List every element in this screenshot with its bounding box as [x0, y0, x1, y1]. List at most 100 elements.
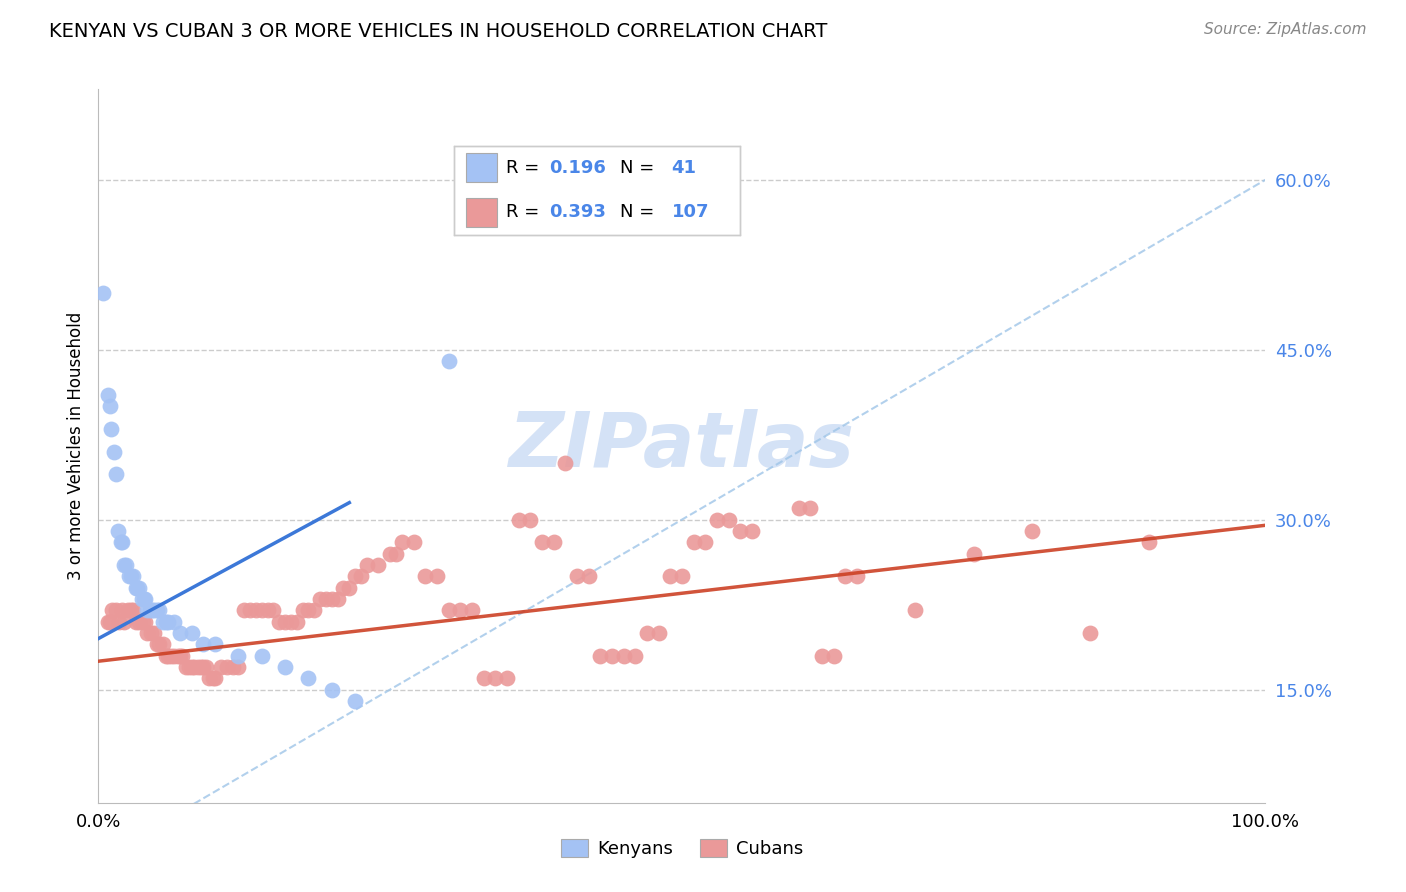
Point: [180, 626, 202, 640]
Point: [101, 603, 124, 617]
Point: [1137, 535, 1160, 549]
Point: [250, 648, 273, 663]
Point: [380, 547, 402, 561]
Point: [97, 615, 120, 629]
Point: [180, 660, 202, 674]
Point: [280, 615, 302, 629]
Point: [198, 671, 221, 685]
Point: [304, 603, 326, 617]
Point: [187, 660, 209, 674]
Point: [647, 626, 669, 640]
Point: [326, 591, 349, 606]
Point: [112, 558, 135, 572]
Point: [519, 513, 541, 527]
Point: [120, 603, 142, 617]
Point: [321, 682, 343, 697]
Point: [107, 524, 129, 538]
Point: [671, 569, 693, 583]
Point: [413, 569, 436, 583]
Point: [204, 637, 226, 651]
Point: [250, 603, 273, 617]
Point: [565, 569, 588, 583]
Point: [136, 626, 159, 640]
Point: [717, 513, 740, 527]
Point: [730, 524, 752, 538]
Point: [155, 615, 177, 629]
Point: [367, 558, 389, 572]
Point: [215, 660, 238, 674]
Text: Source: ZipAtlas.com: Source: ZipAtlas.com: [1204, 22, 1367, 37]
Point: [146, 603, 169, 617]
Point: [157, 615, 180, 629]
Point: [402, 535, 425, 549]
Point: [128, 581, 150, 595]
Point: [190, 660, 212, 674]
Point: [204, 671, 226, 685]
Point: [134, 591, 156, 606]
Point: [589, 648, 612, 663]
Point: [787, 501, 810, 516]
Point: [194, 660, 217, 674]
Point: [139, 626, 162, 640]
Point: [172, 648, 194, 663]
Point: [157, 648, 180, 663]
Point: [274, 660, 297, 674]
Point: [134, 615, 156, 629]
Point: [143, 626, 166, 640]
Y-axis label: 3 or more Vehicles in Household: 3 or more Vehicles in Household: [66, 312, 84, 580]
Point: [309, 591, 332, 606]
Point: [823, 648, 845, 663]
Point: [115, 558, 138, 572]
Point: [139, 603, 162, 617]
Point: [117, 603, 139, 617]
Point: [120, 569, 142, 583]
Point: [706, 513, 728, 527]
Point: [274, 615, 297, 629]
Point: [163, 648, 186, 663]
Text: ZIPatlas: ZIPatlas: [509, 409, 855, 483]
Point: [193, 637, 215, 651]
Point: [152, 615, 174, 629]
Point: [125, 615, 148, 629]
Point: [148, 637, 170, 651]
Point: [578, 569, 600, 583]
Point: [484, 671, 506, 685]
Point: [100, 422, 122, 436]
Point: [174, 660, 197, 674]
Point: [233, 603, 256, 617]
Point: [103, 444, 125, 458]
Point: [148, 603, 170, 617]
Point: [332, 581, 354, 595]
Point: [262, 603, 284, 617]
Point: [143, 603, 166, 617]
Point: [461, 603, 484, 617]
Point: [155, 648, 177, 663]
Point: [659, 569, 682, 583]
Point: [132, 591, 155, 606]
Point: [108, 615, 131, 629]
Point: [682, 535, 704, 549]
Point: [183, 660, 205, 674]
Point: [98, 400, 121, 414]
Point: [350, 569, 373, 583]
Point: [256, 603, 278, 617]
Point: [337, 581, 360, 595]
Point: [131, 591, 153, 606]
Point: [141, 603, 163, 617]
Point: [344, 569, 367, 583]
Point: [110, 535, 132, 549]
Point: [239, 603, 262, 617]
Point: [472, 671, 495, 685]
Point: [228, 660, 250, 674]
Point: [297, 671, 319, 685]
Point: [811, 648, 834, 663]
Point: [321, 591, 343, 606]
Point: [449, 603, 471, 617]
Point: [291, 603, 314, 617]
Point: [201, 671, 224, 685]
Point: [169, 626, 191, 640]
Legend: Kenyans, Cubans: Kenyans, Cubans: [554, 831, 810, 865]
Point: [600, 648, 623, 663]
Point: [152, 637, 174, 651]
Point: [111, 535, 134, 549]
